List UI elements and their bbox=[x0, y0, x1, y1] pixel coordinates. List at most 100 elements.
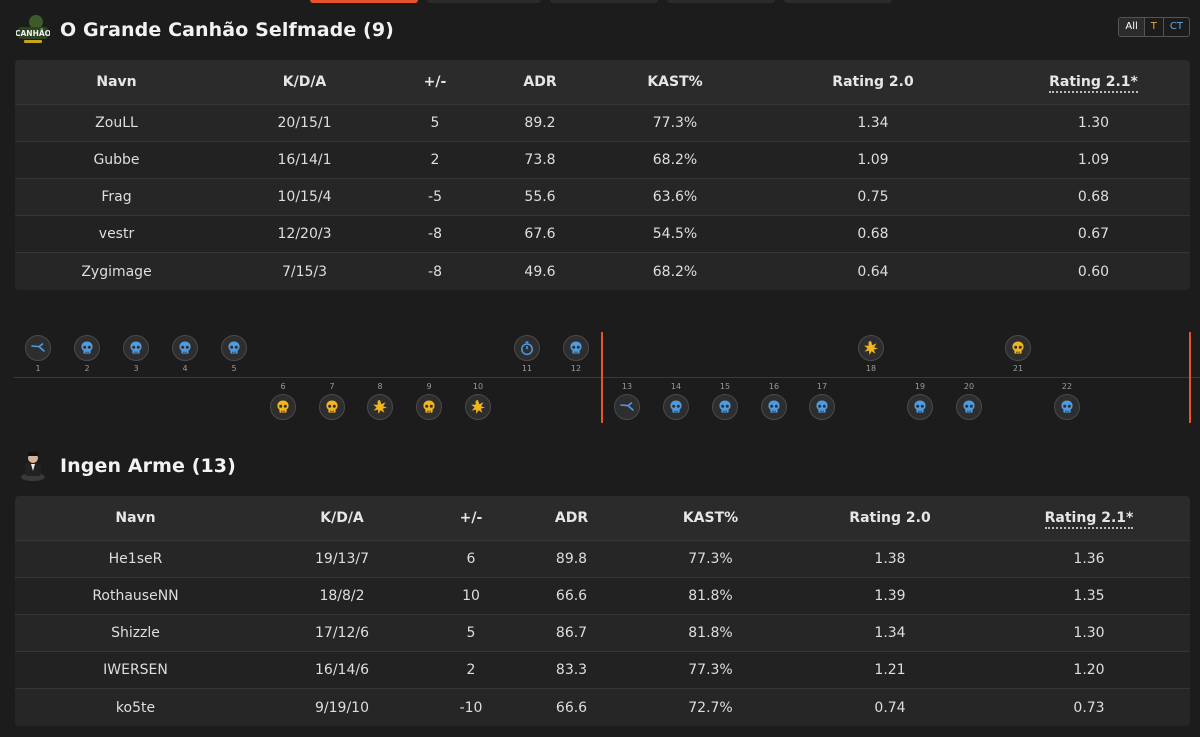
col-header-rating21[interactable]: Rating 2.1* bbox=[988, 496, 1190, 540]
col-header-kda[interactable]: K/D/A bbox=[256, 496, 428, 540]
round-result-defuse-icon[interactable] bbox=[25, 335, 51, 361]
round-result-skull-icon[interactable] bbox=[221, 335, 247, 361]
round-number: 17 bbox=[816, 382, 828, 391]
col-header-kast[interactable]: KAST% bbox=[629, 496, 792, 540]
round-result-explosion-icon[interactable] bbox=[465, 394, 491, 420]
cell-rating21: 1.09 bbox=[997, 140, 1190, 179]
tab-active-indicator[interactable] bbox=[310, 0, 418, 3]
side-filter-toggle: All T CT bbox=[1118, 17, 1190, 37]
round-result-explosion-icon[interactable] bbox=[858, 335, 884, 361]
cell-adr: 86.7 bbox=[514, 613, 629, 652]
table-row: IWERSEN 16/14/6 2 83.3 77.3% 1.21 1.20 bbox=[15, 651, 1190, 689]
skull-icon bbox=[914, 400, 926, 413]
top-tab-strip bbox=[0, 0, 1200, 4]
col-header-plusminus[interactable]: +/- bbox=[428, 496, 514, 540]
round-result-skull-icon[interactable] bbox=[1054, 394, 1080, 420]
cell-player-name[interactable]: RothauseNN bbox=[15, 576, 256, 615]
col-header-plusminus[interactable]: +/- bbox=[391, 60, 479, 104]
col-header-rating20[interactable]: Rating 2.0 bbox=[749, 60, 997, 104]
filter-ct[interactable]: CT bbox=[1169, 21, 1183, 32]
skull-icon bbox=[719, 400, 731, 413]
team1-logo-text: CANHÃO bbox=[16, 29, 50, 38]
cell-rating20: 0.68 bbox=[749, 215, 997, 253]
cell-rating21: 0.73 bbox=[988, 688, 1190, 726]
explosion-icon bbox=[471, 400, 485, 414]
table-row: ZouLL 20/15/1 5 89.2 77.3% 1.34 1.30 bbox=[15, 103, 1190, 142]
col-header-name[interactable]: Navn bbox=[15, 60, 218, 104]
team1-title: O Grande Canhão Selfmade (9) bbox=[60, 19, 394, 41]
round-number: 18 bbox=[865, 364, 877, 373]
defuse-icon bbox=[31, 343, 45, 352]
col-header-adr[interactable]: ADR bbox=[479, 60, 601, 104]
cell-player-name[interactable]: Frag bbox=[15, 177, 218, 216]
table-header-row: Navn K/D/A +/- ADR KAST% Rating 2.0 Rati… bbox=[15, 60, 1190, 104]
col-header-kast[interactable]: KAST% bbox=[601, 60, 749, 104]
skull-icon bbox=[326, 400, 338, 413]
round-result-skull-icon[interactable] bbox=[563, 335, 589, 361]
cell-player-name[interactable]: ko5te bbox=[15, 688, 256, 726]
cell-plusminus: 2 bbox=[391, 140, 479, 179]
cell-plusminus: -8 bbox=[391, 252, 479, 290]
round-result-skull-icon[interactable] bbox=[74, 335, 100, 361]
cell-rating20: 0.74 bbox=[792, 688, 988, 726]
cell-kast: 54.5% bbox=[601, 215, 749, 253]
cell-rating21: 0.67 bbox=[997, 215, 1190, 253]
timeline-midline bbox=[14, 377, 1200, 378]
team2-title: Ingen Arme (13) bbox=[60, 455, 236, 477]
cell-player-name[interactable]: Zygimage bbox=[15, 252, 218, 290]
round-result-skull-icon[interactable] bbox=[1005, 335, 1031, 361]
col-header-rating20[interactable]: Rating 2.0 bbox=[792, 496, 988, 540]
round-number: 20 bbox=[963, 382, 975, 391]
filter-t[interactable]: T bbox=[1145, 18, 1164, 36]
table-row: Zygimage 7/15/3 -8 49.6 68.2% 0.64 0.60 bbox=[15, 252, 1190, 290]
rating21-tooltip-label[interactable]: Rating 2.1* bbox=[1044, 509, 1134, 529]
rating21-tooltip-label[interactable]: Rating 2.1* bbox=[1049, 73, 1138, 93]
round-result-skull-icon[interactable] bbox=[416, 394, 442, 420]
col-header-kda[interactable]: K/D/A bbox=[218, 60, 391, 104]
cell-rating20: 1.34 bbox=[792, 613, 988, 652]
cell-player-name[interactable]: Gubbe bbox=[15, 140, 218, 179]
round-result-defuse-icon[interactable] bbox=[614, 394, 640, 420]
col-header-name[interactable]: Navn bbox=[15, 496, 256, 540]
round-number: 1 bbox=[35, 364, 41, 373]
round-result-stopwatch-icon[interactable] bbox=[514, 335, 540, 361]
round-result-explosion-icon[interactable] bbox=[367, 394, 393, 420]
round-result-skull-icon[interactable] bbox=[907, 394, 933, 420]
round-result-skull-icon[interactable] bbox=[809, 394, 835, 420]
round-result-skull-icon[interactable] bbox=[663, 394, 689, 420]
cell-kda: 19/13/7 bbox=[256, 539, 428, 578]
col-header-rating21[interactable]: Rating 2.1* bbox=[997, 60, 1190, 104]
cell-player-name[interactable]: IWERSEN bbox=[15, 651, 256, 689]
tab-stub[interactable] bbox=[784, 0, 892, 3]
round-result-skull-icon[interactable] bbox=[319, 394, 345, 420]
cell-player-name[interactable]: He1seR bbox=[15, 539, 256, 578]
cell-rating20: 0.75 bbox=[749, 177, 997, 216]
skull-icon bbox=[179, 341, 191, 354]
team2-header: Ingen Arme (13) bbox=[16, 446, 236, 486]
round-result-skull-icon[interactable] bbox=[956, 394, 982, 420]
skull-icon bbox=[423, 400, 435, 413]
col-header-adr[interactable]: ADR bbox=[514, 496, 629, 540]
cell-adr: 67.6 bbox=[479, 215, 601, 253]
cell-kast: 81.8% bbox=[629, 576, 792, 615]
cell-kast: 63.6% bbox=[601, 177, 749, 216]
round-number: 2 bbox=[84, 364, 90, 373]
skull-icon bbox=[1061, 400, 1073, 413]
filter-all[interactable]: All bbox=[1119, 18, 1145, 36]
cell-player-name[interactable]: Shizzle bbox=[15, 613, 256, 652]
tab-stub[interactable] bbox=[667, 0, 775, 3]
table-row: He1seR 19/13/7 6 89.8 77.3% 1.38 1.36 bbox=[15, 539, 1190, 578]
tab-stub[interactable] bbox=[427, 0, 541, 3]
round-result-skull-icon[interactable] bbox=[270, 394, 296, 420]
round-result-skull-icon[interactable] bbox=[123, 335, 149, 361]
cell-player-name[interactable]: vestr bbox=[15, 215, 218, 253]
cell-kda: 10/15/4 bbox=[218, 177, 391, 216]
round-result-skull-icon[interactable] bbox=[712, 394, 738, 420]
table-row: ko5te 9/19/10 -10 66.6 72.7% 0.74 0.73 bbox=[15, 688, 1190, 726]
cell-plusminus: 5 bbox=[391, 103, 479, 142]
tab-stub[interactable] bbox=[550, 0, 658, 3]
team2-logo bbox=[16, 449, 50, 483]
round-result-skull-icon[interactable] bbox=[761, 394, 787, 420]
cell-player-name[interactable]: ZouLL bbox=[15, 103, 218, 142]
round-result-skull-icon[interactable] bbox=[172, 335, 198, 361]
